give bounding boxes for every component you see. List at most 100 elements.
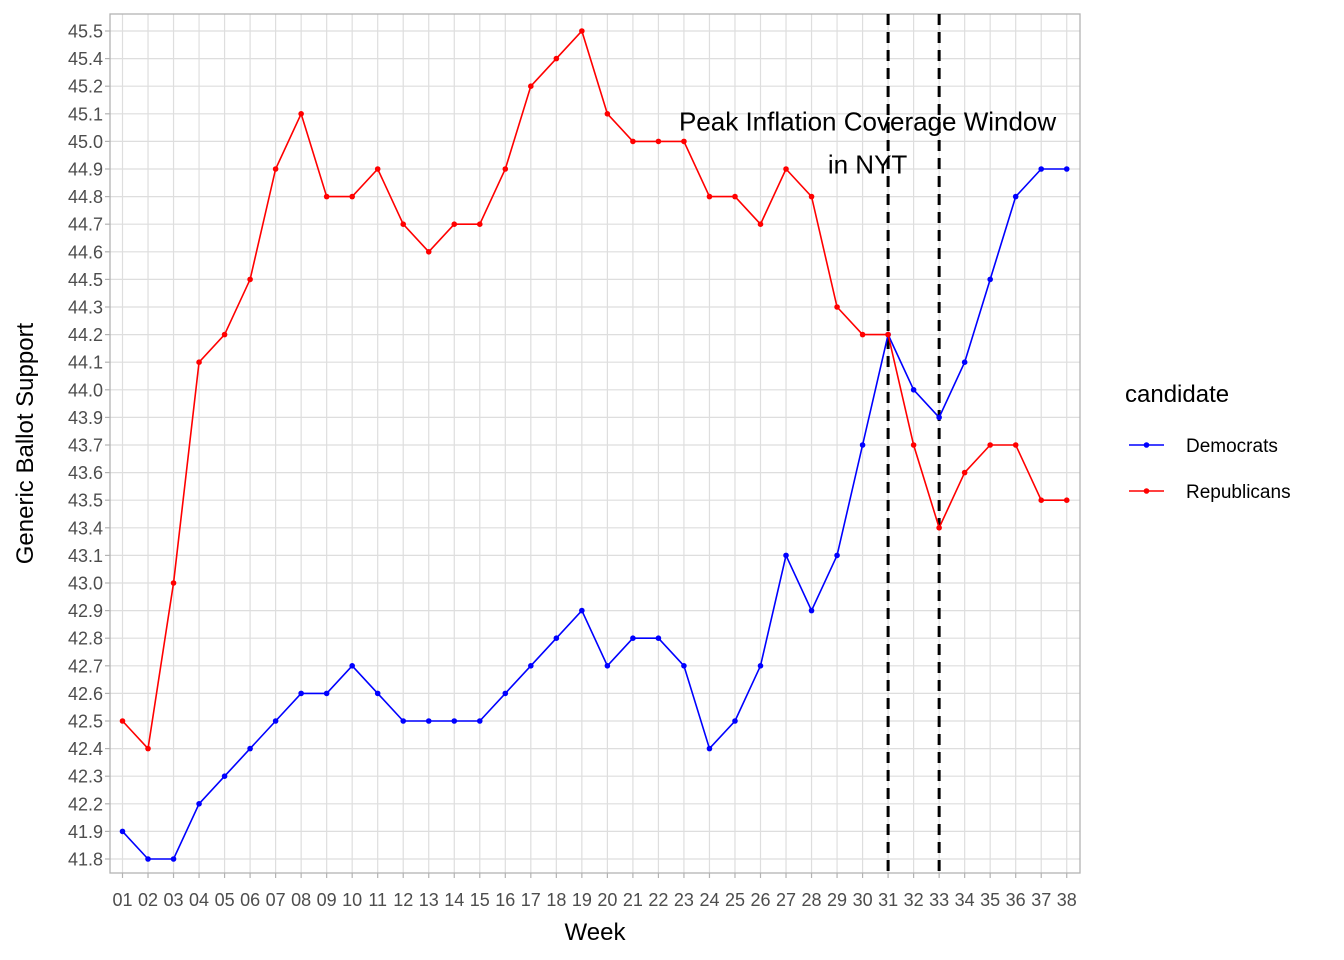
data-point (757, 221, 764, 227)
data-point (706, 745, 713, 752)
data-point (196, 801, 202, 807)
x-tick-label: 17 (521, 890, 541, 910)
y-tick-label: 44.0 (68, 380, 103, 400)
x-tick-label: 32 (904, 890, 924, 910)
data-point (859, 442, 866, 448)
data-point (145, 856, 151, 862)
y-tick-label: 43.1 (68, 546, 103, 566)
x-axis-title: Week (565, 919, 627, 946)
y-tick-label: 44.2 (68, 325, 103, 345)
data-point (681, 138, 687, 145)
x-tick-label: 02 (138, 890, 158, 910)
data-point (783, 166, 789, 172)
data-point (579, 607, 585, 614)
data-point (987, 276, 993, 283)
y-tick-label: 45.4 (68, 49, 103, 69)
legend-key-point (1143, 488, 1150, 494)
data-point (119, 828, 126, 835)
x-tick-label: 34 (955, 890, 975, 910)
data-point (910, 442, 917, 448)
x-tick-label: 23 (674, 890, 694, 910)
data-point (859, 331, 866, 338)
y-tick-label: 42.8 (68, 629, 103, 649)
series-line (121, 29, 1067, 751)
data-point (681, 663, 687, 669)
data-point (247, 745, 253, 752)
data-point (553, 55, 560, 62)
x-tick-label: 33 (929, 890, 949, 910)
legend: candidate Democrats Republicans (1125, 381, 1291, 503)
data-point (1038, 497, 1045, 504)
data-point (476, 221, 483, 227)
x-tick-label: 13 (419, 890, 439, 910)
y-tick-label: 41.8 (68, 850, 103, 870)
data-point (655, 635, 662, 641)
x-tick-label: 12 (393, 890, 413, 910)
x-tick-label: 30 (853, 890, 873, 910)
data-point (783, 552, 789, 559)
x-tick-label: 08 (291, 890, 311, 910)
data-point (502, 166, 509, 172)
data-point (885, 331, 891, 338)
data-point (502, 690, 509, 697)
data-point (604, 111, 611, 117)
data-point (221, 331, 228, 338)
y-tick-label: 42.3 (68, 767, 103, 787)
grid-lines (110, 14, 1080, 873)
data-point (936, 525, 942, 531)
y-tick-label: 42.9 (68, 601, 103, 621)
data-point (732, 193, 738, 200)
data-point (374, 166, 381, 172)
annotation-line-2: in NYT (828, 149, 908, 179)
data-point (170, 856, 177, 862)
data-point (349, 663, 355, 669)
data-point (425, 718, 432, 724)
x-tick-label: 31 (878, 890, 898, 910)
data-point (1063, 497, 1070, 504)
data-point (834, 304, 840, 310)
annotation-line-1: Peak Inflation Coverage Window (679, 106, 1056, 136)
y-tick-label: 43.0 (68, 574, 103, 594)
data-point (298, 111, 304, 117)
data-point (170, 580, 177, 586)
data-point (604, 663, 611, 669)
y-tick-label: 43.7 (68, 436, 103, 456)
panel-border (109, 13, 1081, 874)
y-tick-label: 43.9 (68, 408, 103, 428)
y-tick-label: 44.8 (68, 187, 103, 207)
y-tick-label: 44.7 (68, 215, 103, 235)
y-tick-label: 45.2 (68, 77, 103, 97)
y-tick-label: 43.6 (68, 463, 103, 483)
data-point (145, 745, 151, 752)
legend-key-point (1143, 442, 1150, 448)
x-tick-label: 36 (1006, 890, 1026, 910)
x-axis: 01 02 03 04 05 06 07 08 09 10 11 12 13 14 15 16 17 18 19 20… (112, 873, 1077, 910)
y-axis-title: Generic Ballot Support (12, 322, 39, 564)
y-tick-label: 42.6 (68, 684, 103, 704)
data-point (400, 221, 407, 227)
y-tick-label: 45.0 (68, 132, 103, 152)
data-point (272, 718, 279, 724)
x-tick-label: 19 (572, 890, 592, 910)
y-tick-label: 42.5 (68, 712, 103, 732)
x-tick-label: 09 (317, 890, 337, 910)
data-point (630, 138, 636, 145)
y-tick-label: 45.1 (68, 104, 103, 124)
data-point (119, 718, 126, 724)
x-tick-label: 07 (266, 890, 286, 910)
data-point (808, 607, 815, 614)
data-point (272, 166, 279, 172)
y-tick-label: 42.4 (68, 739, 103, 759)
x-tick-label: 03 (164, 890, 184, 910)
data-point (298, 690, 304, 697)
x-tick-label: 28 (802, 890, 822, 910)
data-point (706, 193, 713, 200)
x-tick-label: 29 (827, 890, 847, 910)
x-tick-label: 27 (776, 890, 796, 910)
y-tick-label: 42.2 (68, 794, 103, 814)
data-point (323, 690, 330, 697)
data-point (323, 193, 330, 200)
x-tick-label: 06 (240, 890, 260, 910)
x-tick-label: 05 (215, 890, 235, 910)
